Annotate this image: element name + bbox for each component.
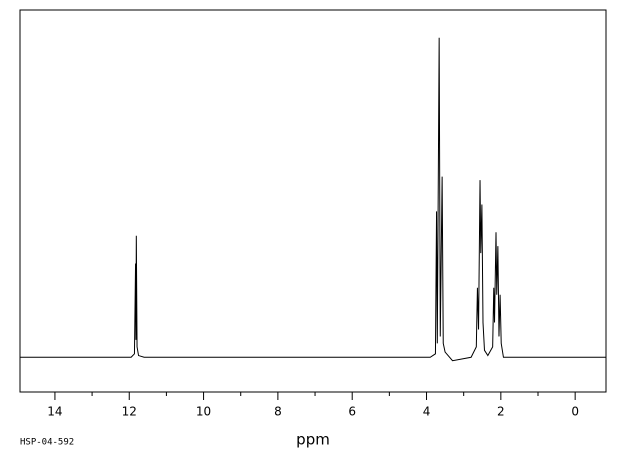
x-tick-label: 6 bbox=[348, 405, 356, 419]
x-tick-label: 10 bbox=[196, 405, 211, 419]
x-tick-label: 2 bbox=[497, 405, 505, 419]
x-tick-label: 4 bbox=[423, 405, 431, 419]
x-tick-label: 12 bbox=[122, 405, 137, 419]
x-axis-label: ppm bbox=[296, 431, 330, 449]
footnote: HSP-04-592 bbox=[20, 438, 74, 448]
x-tick-label: 0 bbox=[571, 405, 579, 419]
x-tick-label: 14 bbox=[47, 405, 62, 419]
spectrum-line bbox=[20, 37, 606, 362]
x-tick-label: 8 bbox=[274, 405, 282, 419]
plot-frame bbox=[19, 9, 607, 393]
